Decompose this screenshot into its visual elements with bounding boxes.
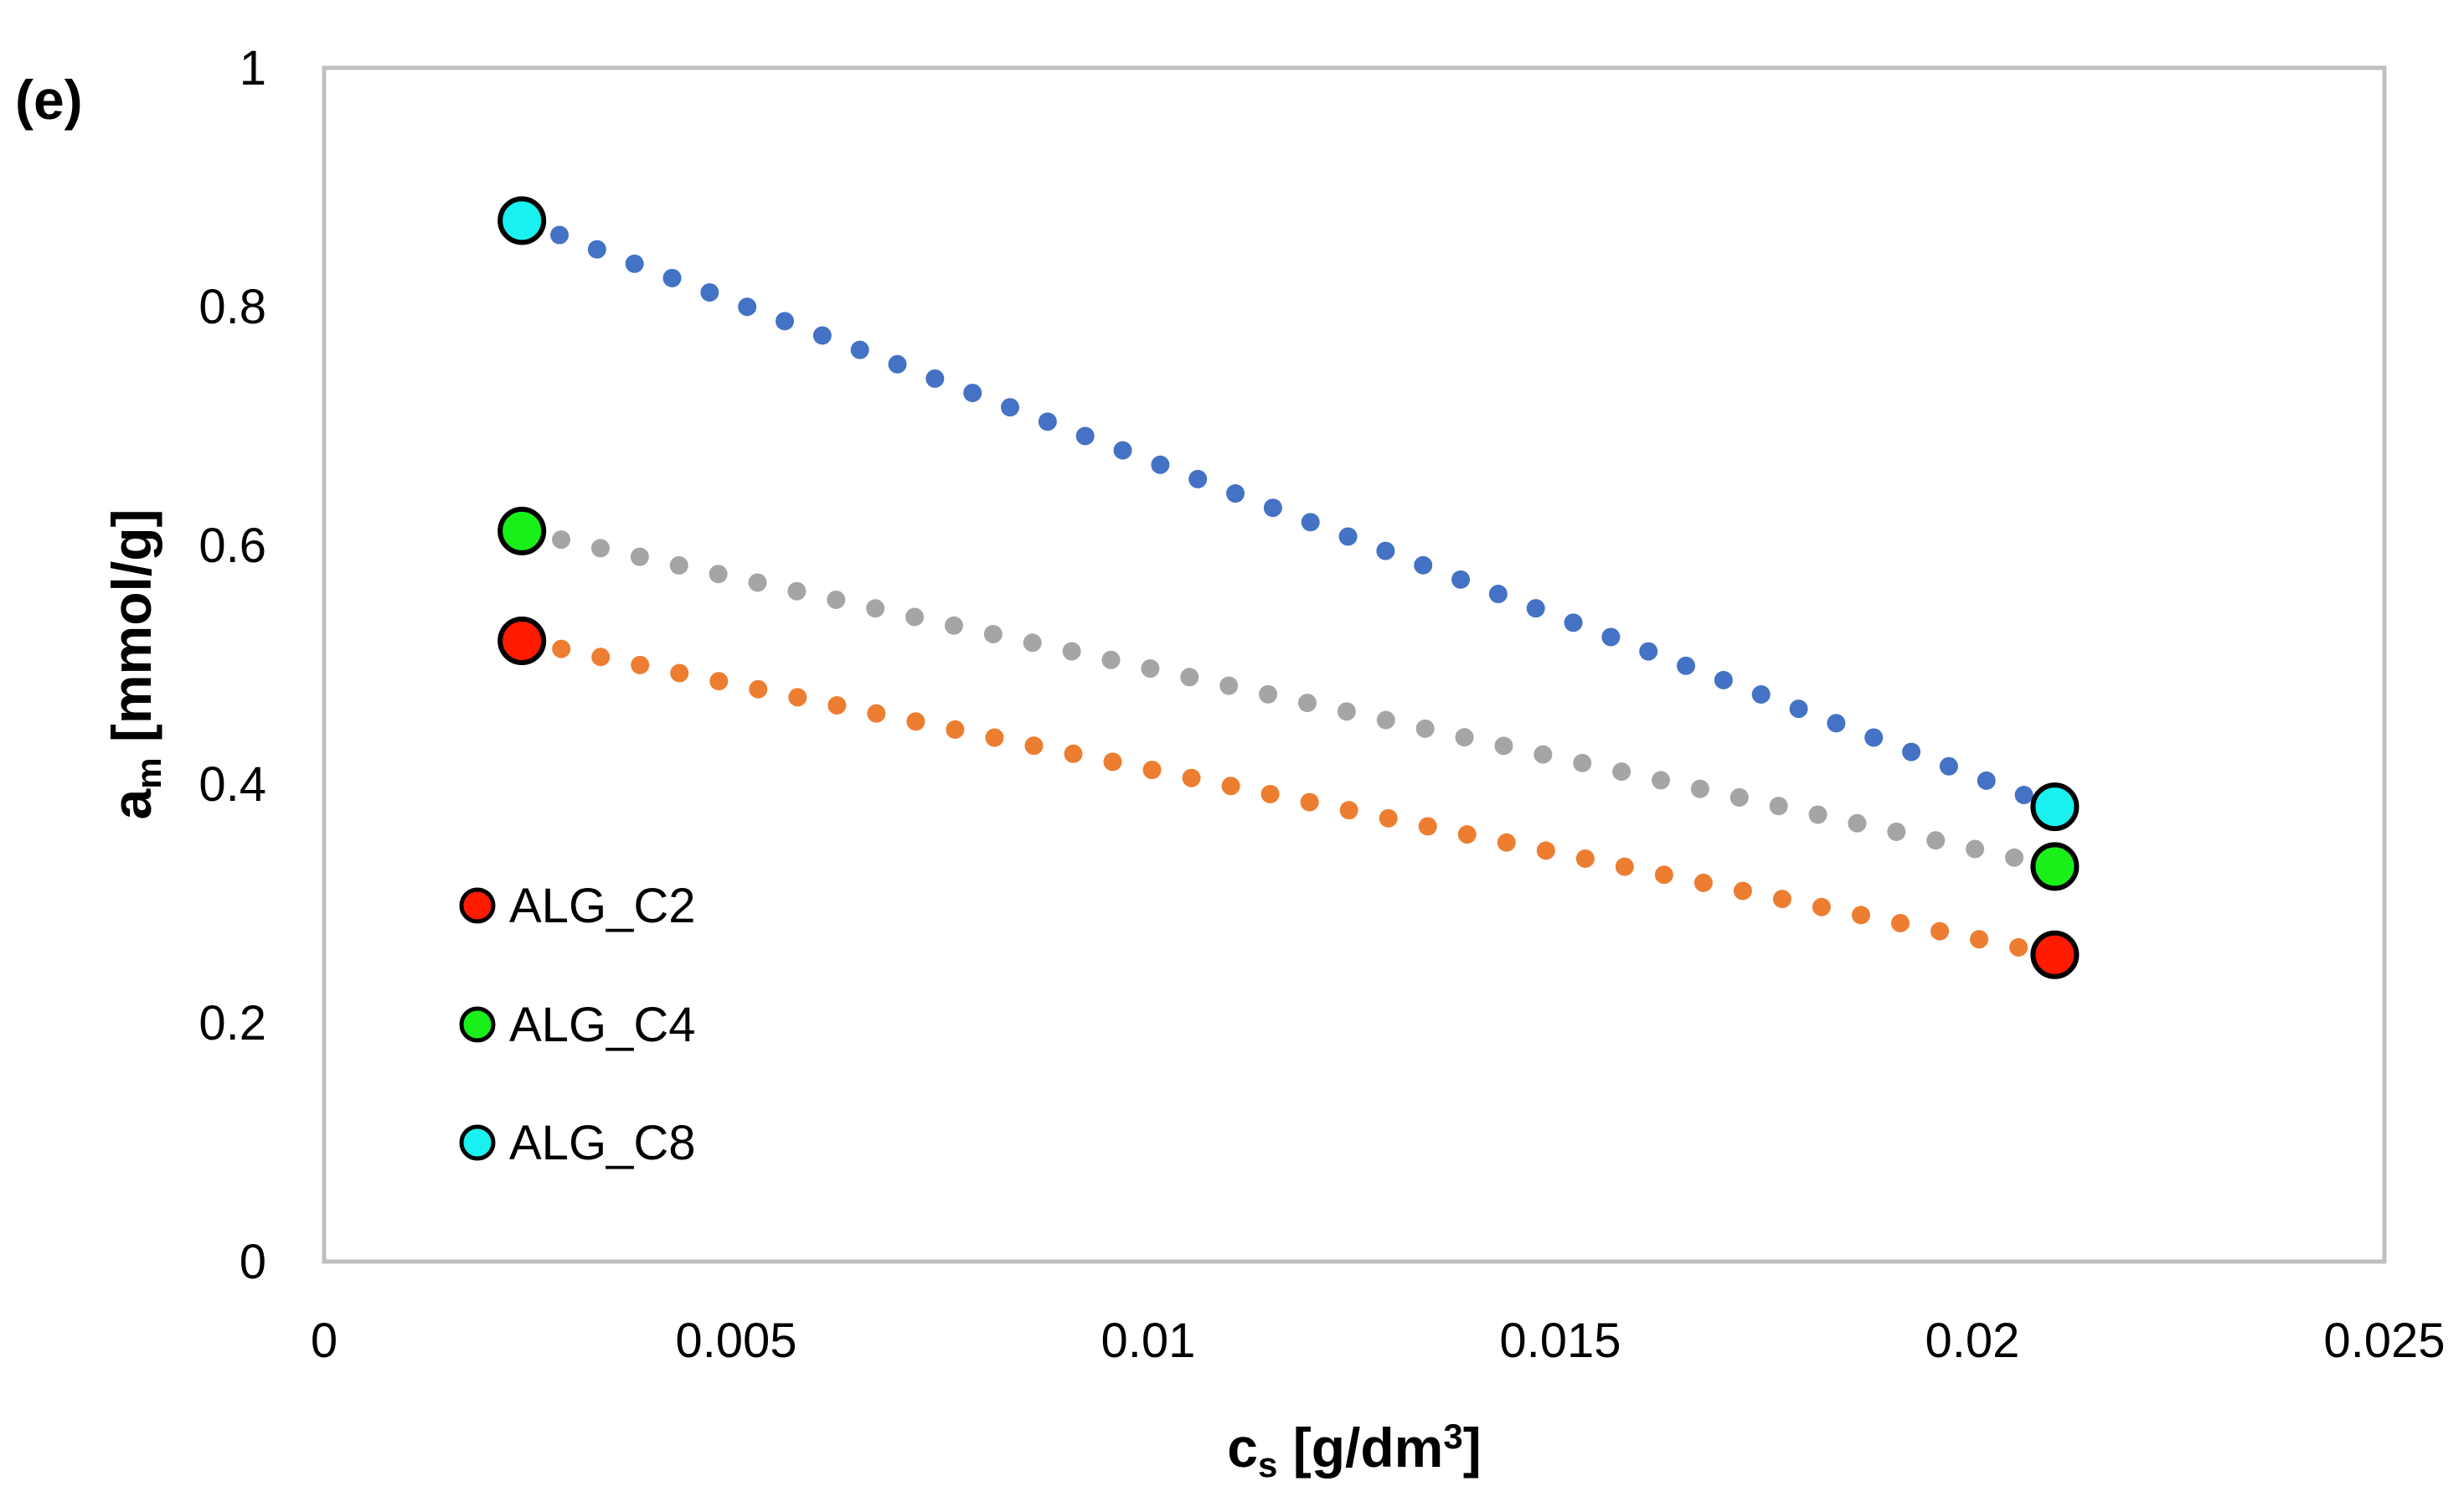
x-tick-label: 0.005 xyxy=(675,1314,796,1368)
x-tick-label: 0 xyxy=(311,1314,338,1368)
legend-label-alg-c2: ALG_C2 xyxy=(509,879,695,933)
data-point-alg-c4 xyxy=(2030,842,2080,891)
legend-marker-alg-c4 xyxy=(459,1006,496,1043)
legend-marker-alg-c8 xyxy=(459,1124,496,1161)
trendline-alg-c2 xyxy=(513,632,2065,964)
y-tick-label: 0.6 xyxy=(198,519,266,573)
x-axis-title-sub: s xyxy=(1258,1445,1277,1484)
x-axis-title-end: ] xyxy=(1463,1417,1482,1479)
x-tick-label: 0.02 xyxy=(1925,1314,2020,1368)
trendlines xyxy=(513,211,2065,964)
y-tick-labels: 0 0.2 0.4 0.6 0.8 1 xyxy=(198,41,266,1289)
x-tick-labels: 0 0.005 0.01 0.015 0.02 0.025 xyxy=(311,1314,2446,1368)
y-tick-label: 0.2 xyxy=(198,996,266,1050)
x-tick-label: 0.015 xyxy=(1499,1314,1621,1368)
data-point-alg-c8 xyxy=(2030,782,2080,832)
data-point-alg-c2 xyxy=(497,617,547,665)
y-tick-label: 0.4 xyxy=(198,757,266,812)
x-axis-title-main: c xyxy=(1227,1417,1258,1479)
plot-area xyxy=(322,65,2387,1264)
legend: ALG_C2 ALG_C4 ALG_C8 xyxy=(459,879,695,1170)
y-tick-label: 0 xyxy=(240,1235,266,1289)
x-tick-label: 0.01 xyxy=(1101,1314,1196,1368)
legend-label-alg-c8: ALG_C8 xyxy=(509,1116,695,1170)
y-tick-label: 1 xyxy=(240,41,266,95)
x-axis-title-rest: [g/dm xyxy=(1277,1417,1443,1479)
trendline-alg-c4 xyxy=(513,521,2065,876)
legend-label-alg-c4: ALG_C4 xyxy=(509,998,695,1052)
panel-label: (e) xyxy=(15,69,83,131)
data-point-alg-c4 xyxy=(497,506,547,555)
y-axis-title-rest: [mmol/g] xyxy=(101,508,162,757)
x-axis-title-sup: 3 xyxy=(1443,1417,1462,1456)
data-point-alg-c8 xyxy=(497,196,547,245)
y-axis-title-main: a xyxy=(101,788,162,820)
legend-marker-alg-c2 xyxy=(459,887,496,924)
y-axis-title-sub: m xyxy=(129,757,168,788)
data-point-alg-c2 xyxy=(2030,930,2080,979)
y-axis-title: am [mmol/g] xyxy=(101,508,168,819)
trendline-alg-c8 xyxy=(513,211,2065,817)
data-points xyxy=(497,196,2080,979)
x-axis-title: cs [g/dm3] xyxy=(1227,1417,1481,1484)
y-tick-label: 0.8 xyxy=(198,280,266,334)
x-tick-label: 0.025 xyxy=(2323,1314,2445,1368)
